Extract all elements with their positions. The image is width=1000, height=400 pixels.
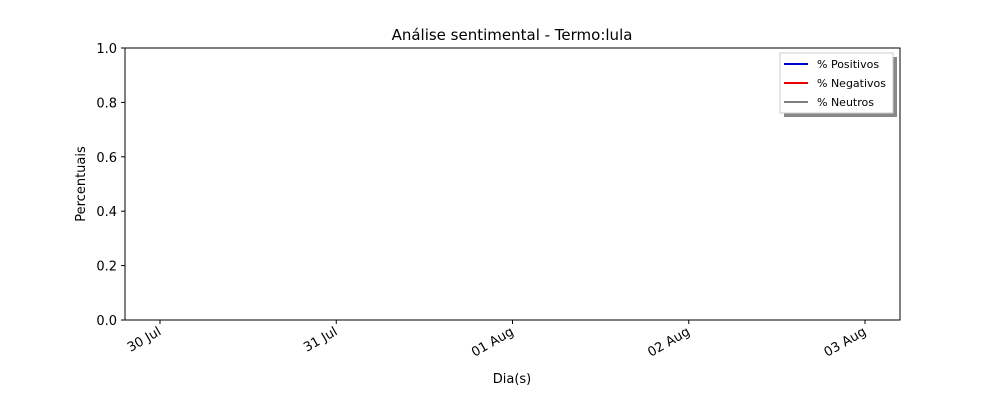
x-axis: 30 Jul 31 Jul 01 Aug 02 Aug 03 Aug [125,320,869,360]
x-tick-label: 31 Jul [301,324,340,355]
legend-label: % Neutros [817,96,874,109]
x-axis-label: Dia(s) [493,372,532,387]
y-tick-label: 0.2 [96,260,117,275]
legend-label: % Positivos [817,58,879,71]
plot-area-frame [124,47,901,321]
x-tick-label: 03 Aug [822,324,869,360]
x-tick-label: 01 Aug [469,324,516,360]
legend-label: % Negativos [817,77,886,90]
y-tick-label: 0.0 [96,314,117,329]
x-tick-label: 02 Aug [645,324,692,360]
y-tick-label: 0.6 [96,151,117,166]
x-tick-label: 30 Jul [125,324,164,355]
legend: % Positivos % Negativos % Neutros [779,52,897,117]
y-tick-label: 0.4 [96,205,117,220]
y-tick-label: 1.0 [96,42,117,57]
y-axis: 0.0 0.2 0.4 0.6 0.8 1.0 [96,42,125,329]
y-tick-label: 0.8 [96,96,117,111]
y-axis-label: Percentuais [74,146,89,222]
chart-title: Análise sentimental - Termo:lula [392,26,633,44]
